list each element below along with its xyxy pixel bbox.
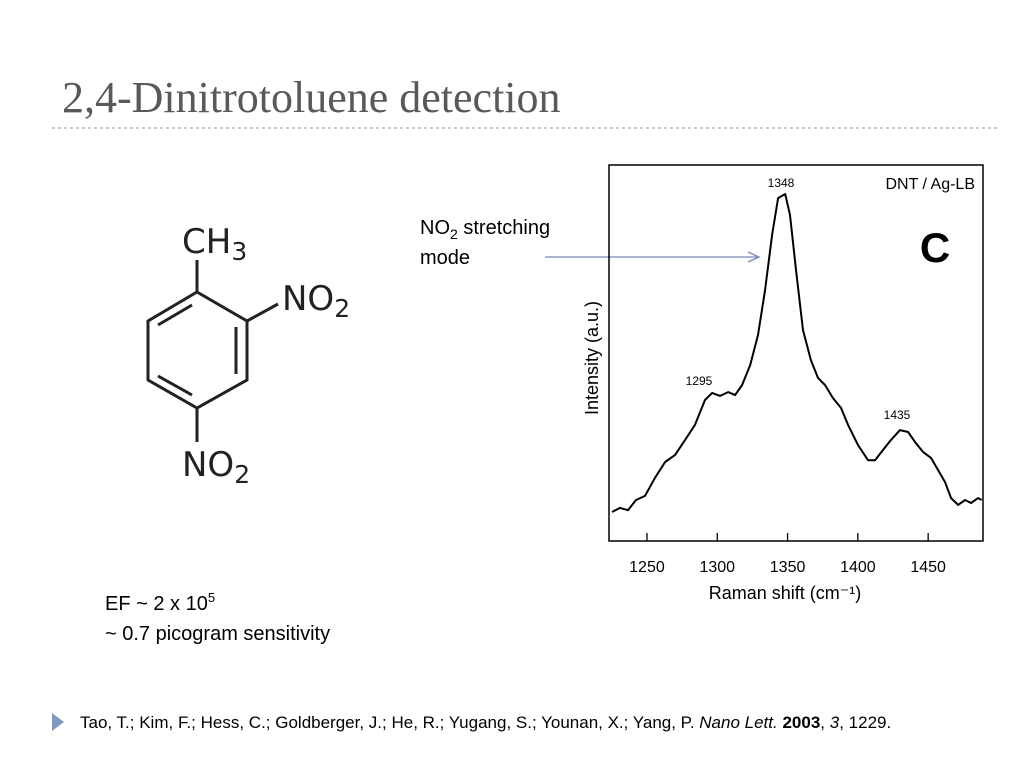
annotation: NO2 stretching xyxy=(420,217,550,242)
group-sub: 2 xyxy=(334,294,350,323)
x-axis-label: Raman shift (cm⁻¹) xyxy=(709,583,862,603)
panel-label: C xyxy=(920,224,950,271)
chart: DNT / Ag-LB C 1348 1295 1435 Raman shift… xyxy=(582,164,984,603)
note: EF ~ 2 x 105 xyxy=(105,590,215,615)
note: ~ 0.7 picogram sensitivity xyxy=(105,623,330,645)
bullet xyxy=(52,713,64,731)
plot-frame xyxy=(608,164,984,542)
annotation-sub: 2 xyxy=(450,226,458,242)
chart-title: DNT / Ag-LB xyxy=(885,176,975,193)
citation-part: , xyxy=(820,713,829,732)
group-sub: 2 xyxy=(234,460,250,489)
citation: Tao, T.; Kim, F.; Hess, C.; Goldberger, … xyxy=(80,713,891,732)
x-tick-label: 1250 xyxy=(629,559,665,576)
arrow-head xyxy=(747,251,761,263)
x-tick-label: 1300 xyxy=(699,559,735,576)
group-text: NO xyxy=(182,445,234,485)
citation-part: 3 xyxy=(830,713,840,732)
group-sub: 3 xyxy=(231,237,247,266)
group-label: NO2 xyxy=(282,279,350,323)
y-axis-label: Intensity (a.u.) xyxy=(582,301,602,415)
group-text: CH xyxy=(182,222,231,262)
annotation-text: NO xyxy=(420,217,450,239)
annotation-rest: stretching xyxy=(458,217,550,239)
spectrum-line xyxy=(611,193,983,513)
x-tick-label: 1450 xyxy=(910,559,946,576)
group-label: CH3 xyxy=(182,222,247,266)
citation-part: Nano Lett. xyxy=(699,713,777,732)
peak-label: 1348 xyxy=(768,176,795,190)
slide-title: 2,4-Dinitrotoluene detection xyxy=(62,73,561,122)
group-label: NO2 xyxy=(182,445,250,489)
peak-label: 1435 xyxy=(884,408,911,422)
note-sup: 5 xyxy=(208,590,215,605)
group-text: NO xyxy=(282,279,334,319)
x-tick-label: 1400 xyxy=(840,559,876,576)
citation-part: , 1229. xyxy=(839,713,891,732)
annotation-line: mode xyxy=(420,247,470,269)
citation-part: 2003 xyxy=(782,713,820,732)
peak-label: 1295 xyxy=(686,374,713,388)
x-tick-label: 1350 xyxy=(770,559,806,576)
molecule xyxy=(146,260,279,442)
note-text: EF ~ 2 x 10 xyxy=(105,593,208,615)
citation-part: Tao, T.; Kim, F.; Hess, C.; Goldberger, … xyxy=(80,713,699,732)
